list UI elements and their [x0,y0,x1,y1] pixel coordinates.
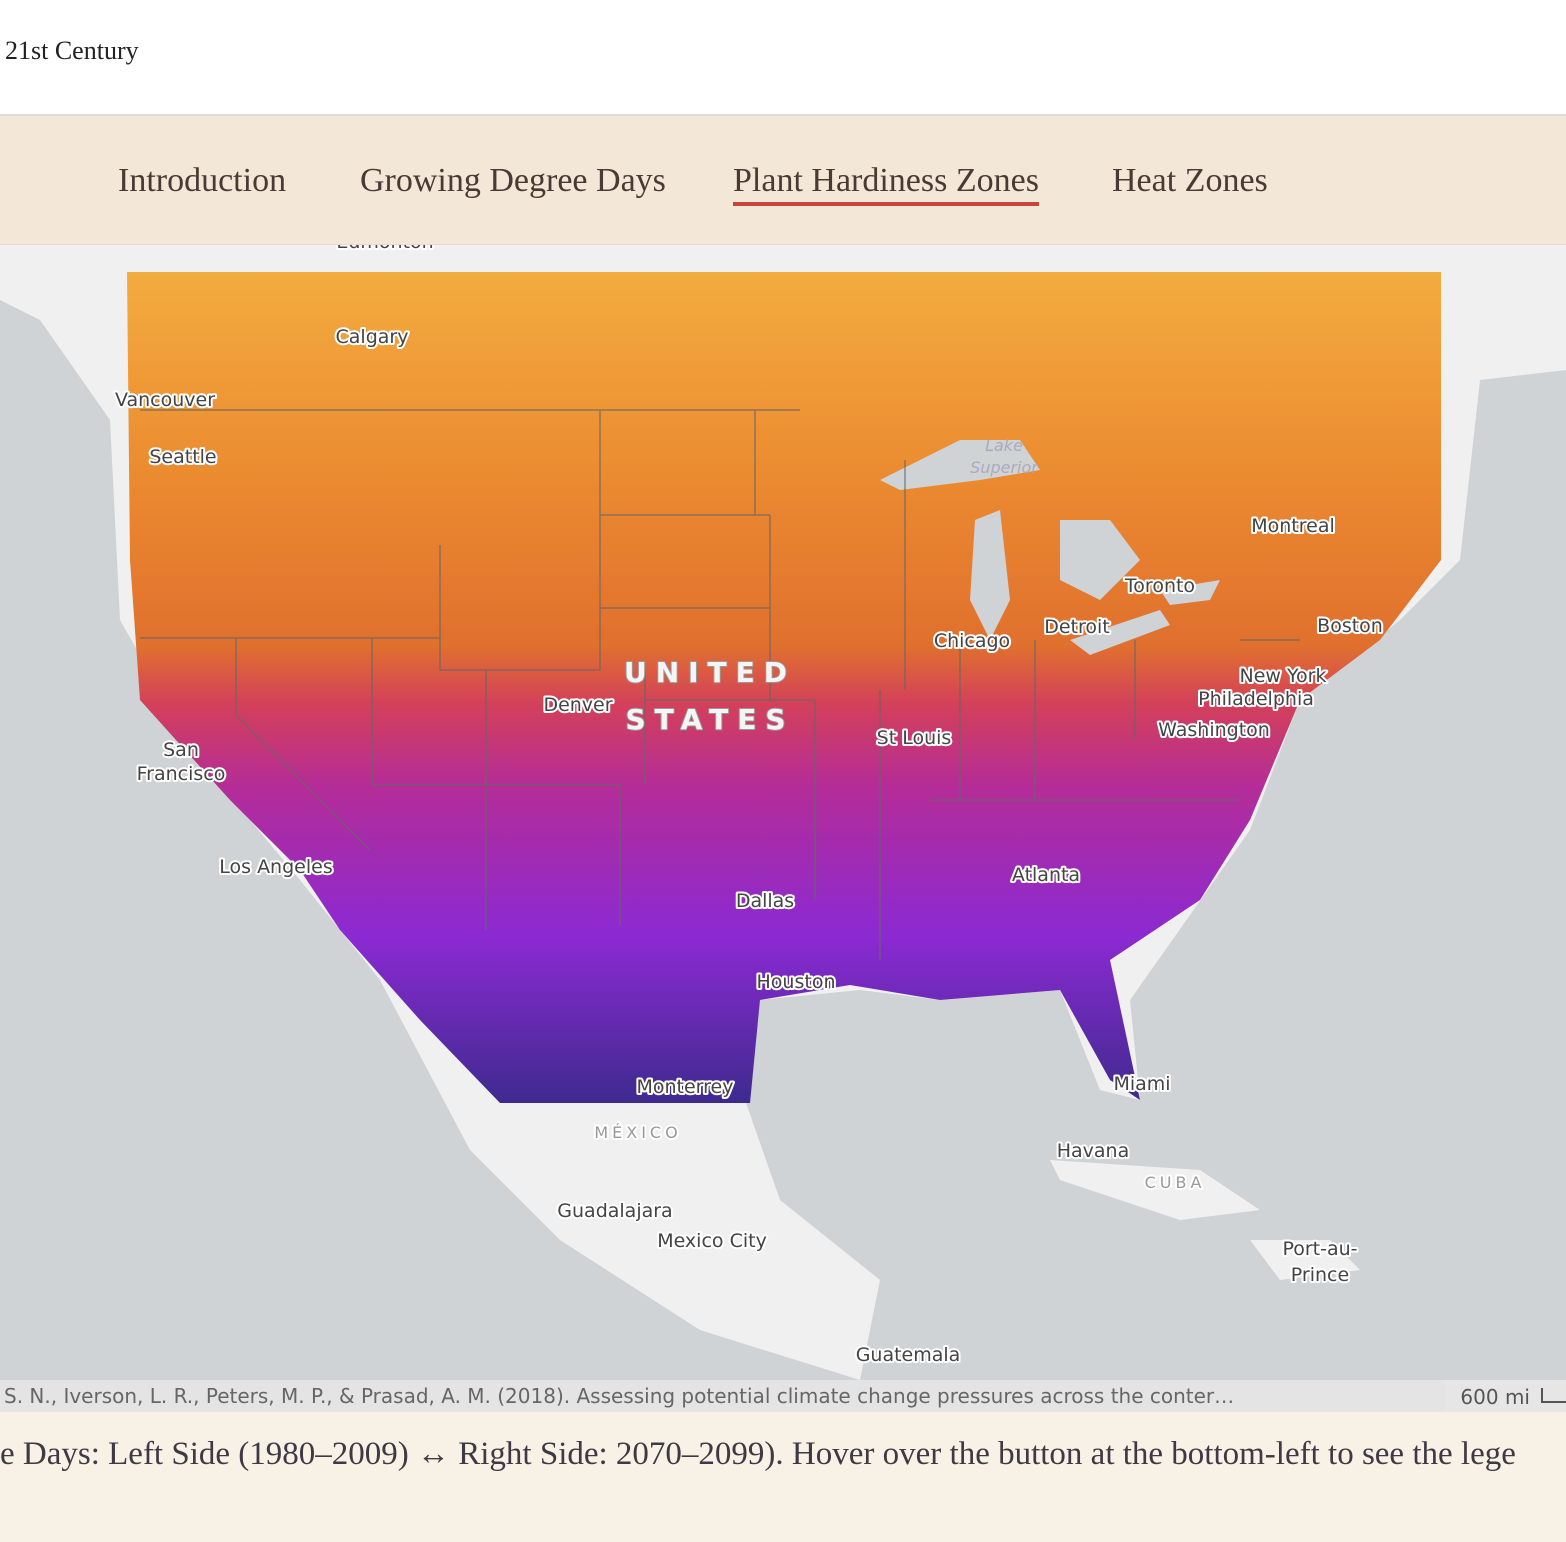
city-label: Dallas [736,890,794,912]
city-label: Edmonton [336,245,433,253]
land [1250,1240,1360,1280]
lake [970,510,1220,655]
city-label: Los Angeles [219,856,332,878]
nav-tab[interactable]: Introduction [118,162,287,199]
city-label: Toronto [1124,575,1195,597]
map-labels: Edmonton Calgary Vancouver Seattle Lake … [113,245,1385,1368]
city-label: Washington [1158,719,1270,741]
city-label: Chicago [934,630,1010,652]
city-label: Havana [1057,1140,1130,1162]
hardiness-raster [127,272,1441,1103]
water-label: Superior [970,458,1039,477]
header-title: 21st Century [5,36,139,65]
nav-tab[interactable]: Growing Degree Days [360,162,666,199]
city-label: Francisco [137,763,226,785]
city-label: Montreal [1251,515,1335,537]
city-label: Philadelphia [1198,688,1314,710]
nav-tab[interactable]: Heat Zones [1112,162,1268,199]
city-label: Denver [543,694,612,716]
city-label: Miami [1113,1073,1170,1095]
land [1050,1160,1260,1220]
state-borders [140,409,1300,960]
city-label: Prince [1291,1264,1349,1286]
city-label: Vancouver [115,389,215,411]
attribution-bar [0,1380,1566,1412]
attribution: S. N., Iverson, L. R., Peters, M. P., & … [4,1384,1234,1408]
caption: e Days: Left Side (1980–2009) ↔ Right Si… [0,1436,1516,1472]
city-label: Guatemala [856,1344,961,1366]
city-label: Monterrey [636,1076,733,1098]
city-label: Atlanta [1012,864,1080,886]
map[interactable]: Edmonton Calgary Vancouver Seattle Lake … [0,245,1566,1412]
country-label: MÉXICO [594,1123,681,1142]
lake [880,440,1040,490]
city-label: Seattle [149,446,216,468]
nav-tab[interactable]: Plant Hardiness Zones [733,162,1039,206]
city-label: New York [1239,665,1326,687]
header: 21st Century [0,0,1566,116]
water-label: Lake [985,436,1023,455]
scale-bar [1541,1388,1566,1403]
city-label: San [163,739,199,761]
city-label: Boston [1317,615,1383,637]
city-label: Port-au- [1282,1238,1357,1260]
country-label: UNITED [624,656,796,689]
country-label: CUBA [1145,1173,1206,1192]
scale-label: 600 mi [1460,1385,1530,1409]
city-label: Guadalajara [557,1200,672,1222]
nav-bar: Introduction Growing Degree Days Plant H… [0,116,1566,245]
caption-bar: e Days: Left Side (1980–2009) ↔ Right Si… [0,1412,1566,1542]
city-label: Mexico City [657,1230,767,1252]
city-label: Houston [757,971,836,993]
city-label: Calgary [336,326,409,348]
scale-box [1445,1380,1566,1412]
country-label: STATES [626,703,795,736]
city-label: Detroit [1044,616,1110,638]
city-label: St Louis [877,727,952,749]
